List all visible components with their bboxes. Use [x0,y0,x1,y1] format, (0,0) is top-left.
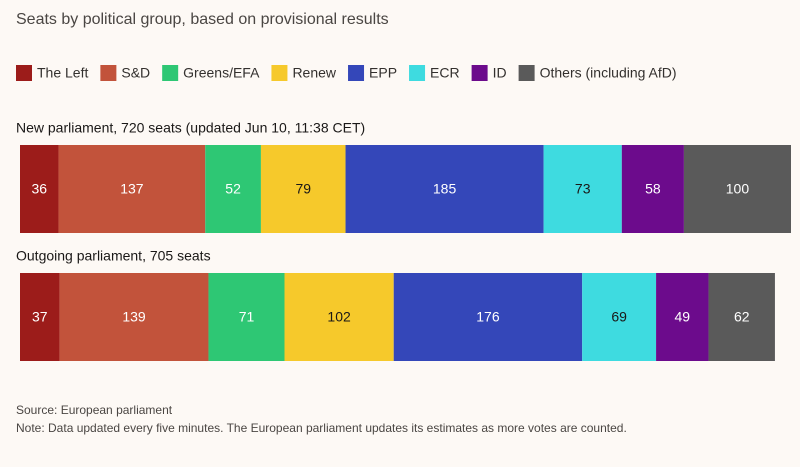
legend-swatch [162,65,179,81]
bar-segment [582,273,657,361]
legend-label: Others (including AfD) [540,65,677,81]
legend-label: Greens/EFA [183,65,260,81]
bar-segment [208,273,285,361]
bar-segment [205,145,261,233]
legend-label: ECR [430,65,460,81]
bar-segment [683,145,791,233]
legend-swatch [518,65,535,81]
bar-segment [393,273,583,361]
value-label: 36 [31,181,47,197]
note: Note: Data updated every five minutes. T… [16,421,627,435]
legend-swatch [348,65,365,81]
value-label: 176 [476,309,500,325]
legend-label: The Left [37,65,88,81]
legend-swatch [16,65,32,81]
value-label: 73 [575,181,591,197]
value-label: 71 [239,309,255,325]
value-label: 137 [120,181,144,197]
legend-swatch [271,65,288,81]
legend-swatch [409,65,426,81]
legend-label: Renew [292,65,336,81]
value-label: 62 [734,309,750,325]
legend-label: ID [493,65,507,81]
value-label: 69 [611,309,627,325]
bar-segment [621,145,684,233]
bar-segment [345,145,544,233]
bar-segment [59,273,209,361]
value-label: 58 [645,181,661,197]
legend-swatch [471,65,488,81]
value-label: 102 [327,309,351,325]
source: Source: European parliament [16,403,173,417]
value-label: 100 [726,181,750,197]
value-label: 37 [32,309,48,325]
legend-label: S&D [121,65,150,81]
bar-segment [58,145,206,233]
bar-segment [284,273,394,361]
value-label: 49 [675,309,691,325]
legend-swatch [100,65,117,81]
bar-segment [20,145,59,233]
bar-segment [708,273,775,361]
value-label: 139 [122,309,146,325]
category-label: New parliament, 720 seats (updated Jun 1… [16,120,365,136]
legend-label: EPP [369,65,397,81]
chart-title: Seats by political group, based on provi… [16,11,389,28]
value-label: 52 [225,181,241,197]
value-label: 79 [295,181,311,197]
bar-segment [656,273,709,361]
bar-segment [260,145,346,233]
bar-segment [543,145,622,233]
bar-segment [20,273,60,361]
category-label: Outgoing parliament, 705 seats [16,248,211,264]
value-label: 185 [433,181,457,197]
